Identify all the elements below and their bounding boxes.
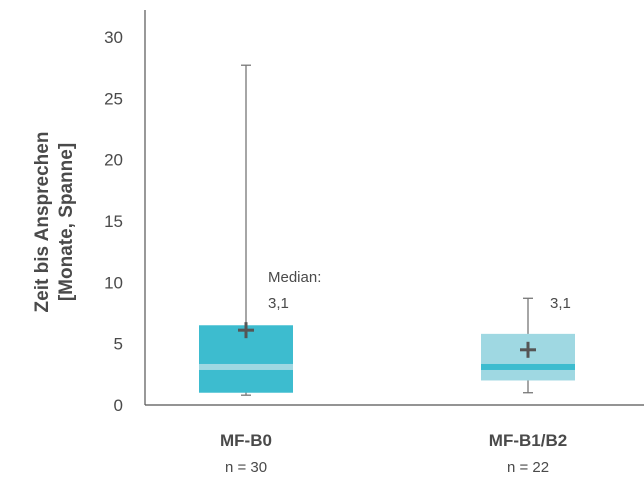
category-label: MF-B0 (220, 431, 272, 450)
median-annotation-value: 3,1 (268, 295, 289, 312)
y-tick-label: 25 (104, 89, 123, 108)
median-annotation-label: Median: (268, 269, 321, 286)
median-line (481, 363, 575, 370)
sample-size-label: n = 22 (507, 459, 549, 476)
median-line (199, 363, 293, 370)
y-tick-label: 30 (104, 28, 123, 47)
y-axis-label-line2: [Monate, Spanne] (56, 143, 77, 301)
y-tick-label: 20 (104, 151, 123, 170)
y-tick-label: 5 (114, 335, 123, 354)
median-annotation-value: 3,1 (550, 295, 571, 312)
y-tick-label: 15 (104, 212, 123, 231)
y-axis-label-line1: Zeit bis Ansprechen (32, 132, 53, 313)
y-tick-label: 0 (114, 396, 123, 415)
category-label: MF-B1/B2 (489, 431, 567, 450)
sample-size-label: n = 30 (225, 459, 267, 476)
y-tick-label: 10 (104, 273, 123, 292)
